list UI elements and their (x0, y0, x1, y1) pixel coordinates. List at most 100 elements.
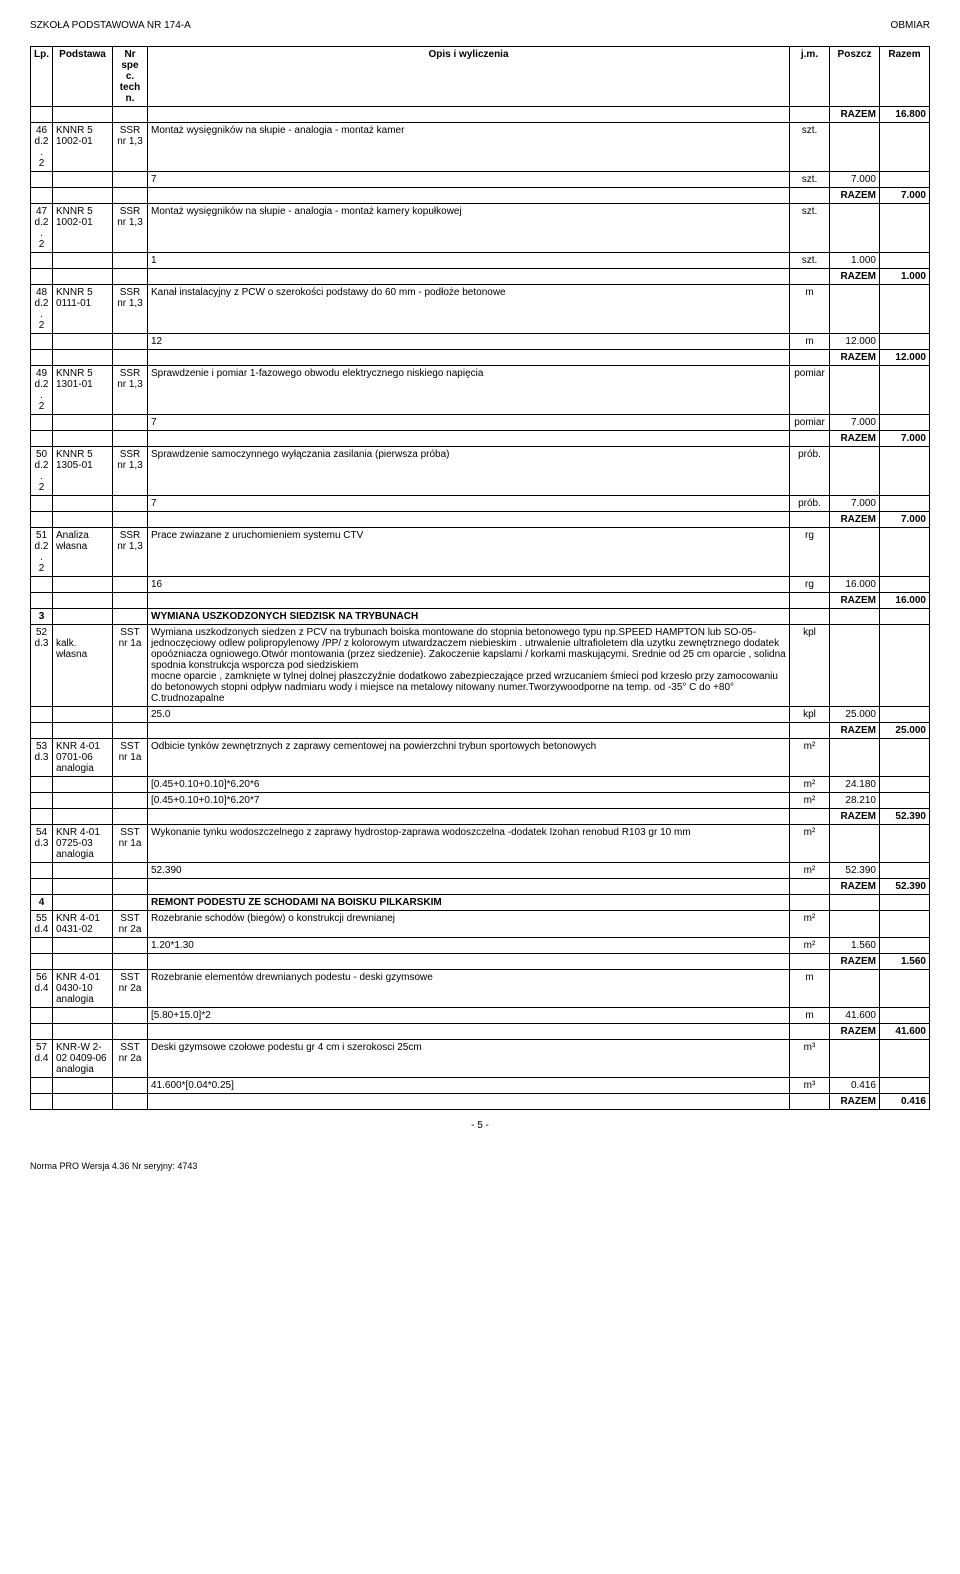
item-row: 49d.2.2KNNR 51301-01SSRnr 1,3Sprawdzenie… (31, 366, 930, 415)
item-jm: rg (790, 528, 830, 577)
item-row: 55d.4KNR 4-010431-02SSTnr 2aRozebranie s… (31, 911, 930, 938)
item-lp: 46d.2.2 (31, 123, 53, 172)
item-podstawa: kalk. własna (53, 625, 113, 707)
razem-row: RAZEM0.416 (31, 1094, 930, 1110)
section-row: 4 REMONT PODESTU ZE SCHODAMI NA BOISKU PI… (31, 895, 930, 911)
item-podstawa: KNR-W 2-02 0409-06analogia (53, 1040, 113, 1078)
calc-jm: m (790, 334, 830, 350)
item-podstawa: KNNR 51305-01 (53, 447, 113, 496)
calc-value: 0.416 (830, 1078, 880, 1094)
item-opis: Prace zwiazane z uruchomieniem systemu C… (148, 528, 790, 577)
calc-jm: szt. (790, 253, 830, 269)
calc-value: 28.210 (830, 793, 880, 809)
item-row: 50d.2.2KNNR 51305-01SSRnr 1,3Sprawdzenie… (31, 447, 930, 496)
footer-text: Norma PRO Wersja 4.36 Nr seryjny: 4743 (30, 1161, 930, 1171)
item-podstawa: KNNR 51002-01 (53, 123, 113, 172)
item-spec: SSTnr 1a (113, 739, 148, 777)
razem-value: 52.390 (880, 879, 930, 895)
razem-label: RAZEM (830, 107, 880, 123)
section-lp: 3 (31, 609, 53, 625)
calc-expr: 41.600*[0.04*0.25] (148, 1078, 790, 1094)
calc-value: 41.600 (830, 1008, 880, 1024)
item-opis: Odbicie tynków zewnętrznych z zaprawy ce… (148, 739, 790, 777)
razem-value: 7.000 (880, 431, 930, 447)
item-spec: SSRnr 1,3 (113, 204, 148, 253)
item-lp: 50d.2.2 (31, 447, 53, 496)
razem-label: RAZEM (830, 879, 880, 895)
item-row: 51d.2.2AnalizawłasnaSSRnr 1,3Prace zwiaz… (31, 528, 930, 577)
calc-jm: prób. (790, 496, 830, 512)
item-spec: SSRnr 1,3 (113, 366, 148, 415)
item-podstawa: KNR 4-010701-06analogia (53, 739, 113, 777)
item-jm: szt. (790, 204, 830, 253)
razem-label: RAZEM (830, 954, 880, 970)
section-lp: 4 (31, 895, 53, 911)
razem-row: RAZEM1.000 (31, 269, 930, 285)
item-row: 52d.3kalk. własnaSSTnr 1aWymiana uszkodz… (31, 625, 930, 707)
calc-value: 7.000 (830, 415, 880, 431)
item-opis: Sprawdzenie i pomiar 1-fazowego obwodu e… (148, 366, 790, 415)
calc-expr: [0.45+0.10+0.10]*6.20*7 (148, 793, 790, 809)
calc-expr: 12 (148, 334, 790, 350)
razem-row: RAZEM16.000 (31, 593, 930, 609)
razem-row: RAZEM52.390 (31, 879, 930, 895)
razem-label: RAZEM (830, 512, 880, 528)
item-row: 48d.2.2KNNR 50111-01SSRnr 1,3Kanał insta… (31, 285, 930, 334)
item-opis: Deski gzymsowe czołowe podestu gr 4 cm i… (148, 1040, 790, 1078)
calc-expr: 25.0 (148, 707, 790, 723)
calc-row: 7pomiar7.000 (31, 415, 930, 431)
calc-expr: 7 (148, 172, 790, 188)
item-row: 53d.3KNR 4-010701-06analogiaSSTnr 1aOdbi… (31, 739, 930, 777)
calc-row: [0.45+0.10+0.10]*6.20*6m²24.180 (31, 777, 930, 793)
calc-value: 24.180 (830, 777, 880, 793)
col-jm: j.m. (790, 47, 830, 107)
razem-label: RAZEM (830, 809, 880, 825)
razem-value: 7.000 (880, 512, 930, 528)
calc-jm: m² (790, 938, 830, 954)
calc-value: 1.000 (830, 253, 880, 269)
col-lp: Lp. (31, 47, 53, 107)
calc-value: 25.000 (830, 707, 880, 723)
razem-label: RAZEM (830, 431, 880, 447)
razem-label: RAZEM (830, 723, 880, 739)
calc-expr: 7 (148, 496, 790, 512)
calc-jm: m (790, 1008, 830, 1024)
razem-value: 25.000 (880, 723, 930, 739)
item-podstawa: KNR 4-010431-02 (53, 911, 113, 938)
calc-value: 12.000 (830, 334, 880, 350)
section-title: REMONT PODESTU ZE SCHODAMI NA BOISKU PIL… (148, 895, 790, 911)
item-jm: m³ (790, 1040, 830, 1078)
item-opis: Rozebranie schodów (biegów) o konstrukcj… (148, 911, 790, 938)
calc-jm: kpl (790, 707, 830, 723)
calc-jm: m² (790, 777, 830, 793)
col-poszcz: Poszcz (830, 47, 880, 107)
item-row: 57d.4KNR-W 2-02 0409-06analogiaSSTnr 2aD… (31, 1040, 930, 1078)
razem-row: RAZEM7.000 (31, 431, 930, 447)
calc-expr: [0.45+0.10+0.10]*6.20*6 (148, 777, 790, 793)
item-lp: 52d.3 (31, 625, 53, 707)
razem-value: 7.000 (880, 188, 930, 204)
calc-value: 1.560 (830, 938, 880, 954)
item-spec: SSRnr 1,3 (113, 285, 148, 334)
item-jm: prób. (790, 447, 830, 496)
calc-row: 25.0kpl25.000 (31, 707, 930, 723)
calc-value: 7.000 (830, 172, 880, 188)
section-title: WYMIANA USZKODZONYCH SIEDZISK NA TRYBUNA… (148, 609, 790, 625)
item-podstawa: KNR 4-010725-03analogia (53, 825, 113, 863)
calc-row: [0.45+0.10+0.10]*6.20*7m²28.210 (31, 793, 930, 809)
razem-value: 41.600 (880, 1024, 930, 1040)
razem-value: 52.390 (880, 809, 930, 825)
calc-expr: 1.20*1.30 (148, 938, 790, 954)
calc-row: 16rg16.000 (31, 577, 930, 593)
calc-row: 1.20*1.30m²1.560 (31, 938, 930, 954)
item-opis: Montaż wysięgników na słupie - analogia … (148, 204, 790, 253)
calc-value: 16.000 (830, 577, 880, 593)
calc-jm: szt. (790, 172, 830, 188)
item-opis: Wykonanie tynku wodoszczelnego z zaprawy… (148, 825, 790, 863)
calc-row: 41.600*[0.04*0.25]m³0.416 (31, 1078, 930, 1094)
item-podstawa: KNNR 51301-01 (53, 366, 113, 415)
calc-value: 52.390 (830, 863, 880, 879)
razem-row: RAZEM1.560 (31, 954, 930, 970)
calc-jm: m³ (790, 1078, 830, 1094)
razem-row: RAZEM12.000 (31, 350, 930, 366)
